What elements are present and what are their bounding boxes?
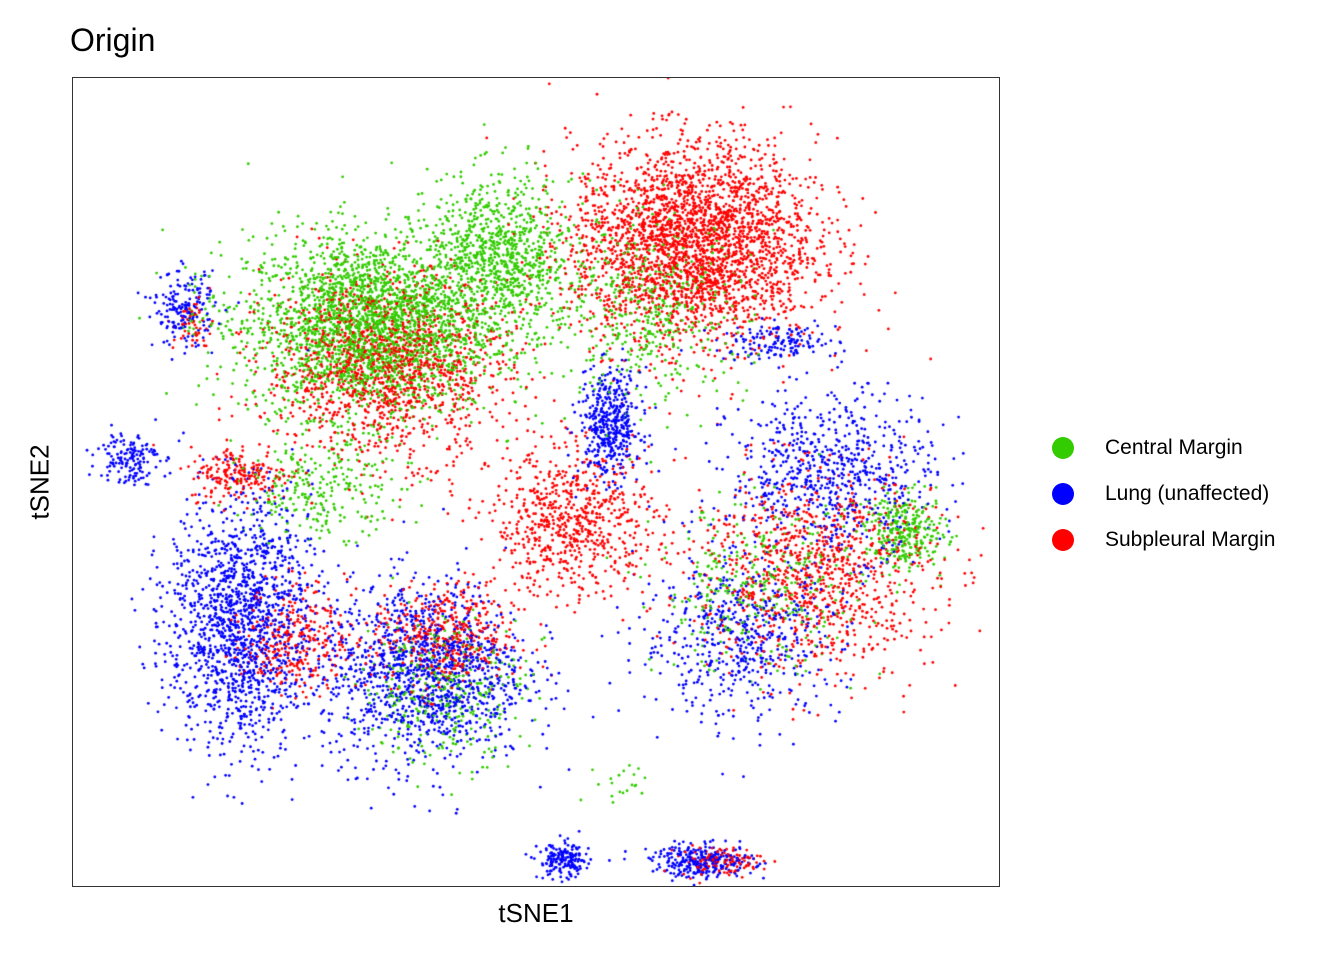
legend-item-subpleural-margin: Subpleural Margin xyxy=(1052,517,1275,563)
legend-swatch-subpleural-margin xyxy=(1052,529,1074,551)
scatter-plot-area xyxy=(73,78,999,886)
legend-swatch-central-margin xyxy=(1052,437,1074,459)
legend-swatch-lung-unaffected xyxy=(1052,483,1074,505)
plot-panel xyxy=(72,77,1000,887)
legend-label-lung-unaffected: Lung (unaffected) xyxy=(1105,482,1270,505)
chart-title: Origin xyxy=(70,22,156,58)
legend-label-central-margin: Central Margin xyxy=(1105,436,1243,459)
x-axis-label: tSNE1 xyxy=(498,898,574,928)
legend-label-subpleural-margin: Subpleural Margin xyxy=(1105,528,1276,551)
legend-item-central-margin: Central Margin xyxy=(1052,425,1275,471)
y-axis-label: tSNE2 xyxy=(24,444,55,520)
legend-item-lung-unaffected: Lung (unaffected) xyxy=(1052,471,1275,517)
legend: Central Margin Lung (unaffected) Subpleu… xyxy=(1052,425,1275,563)
